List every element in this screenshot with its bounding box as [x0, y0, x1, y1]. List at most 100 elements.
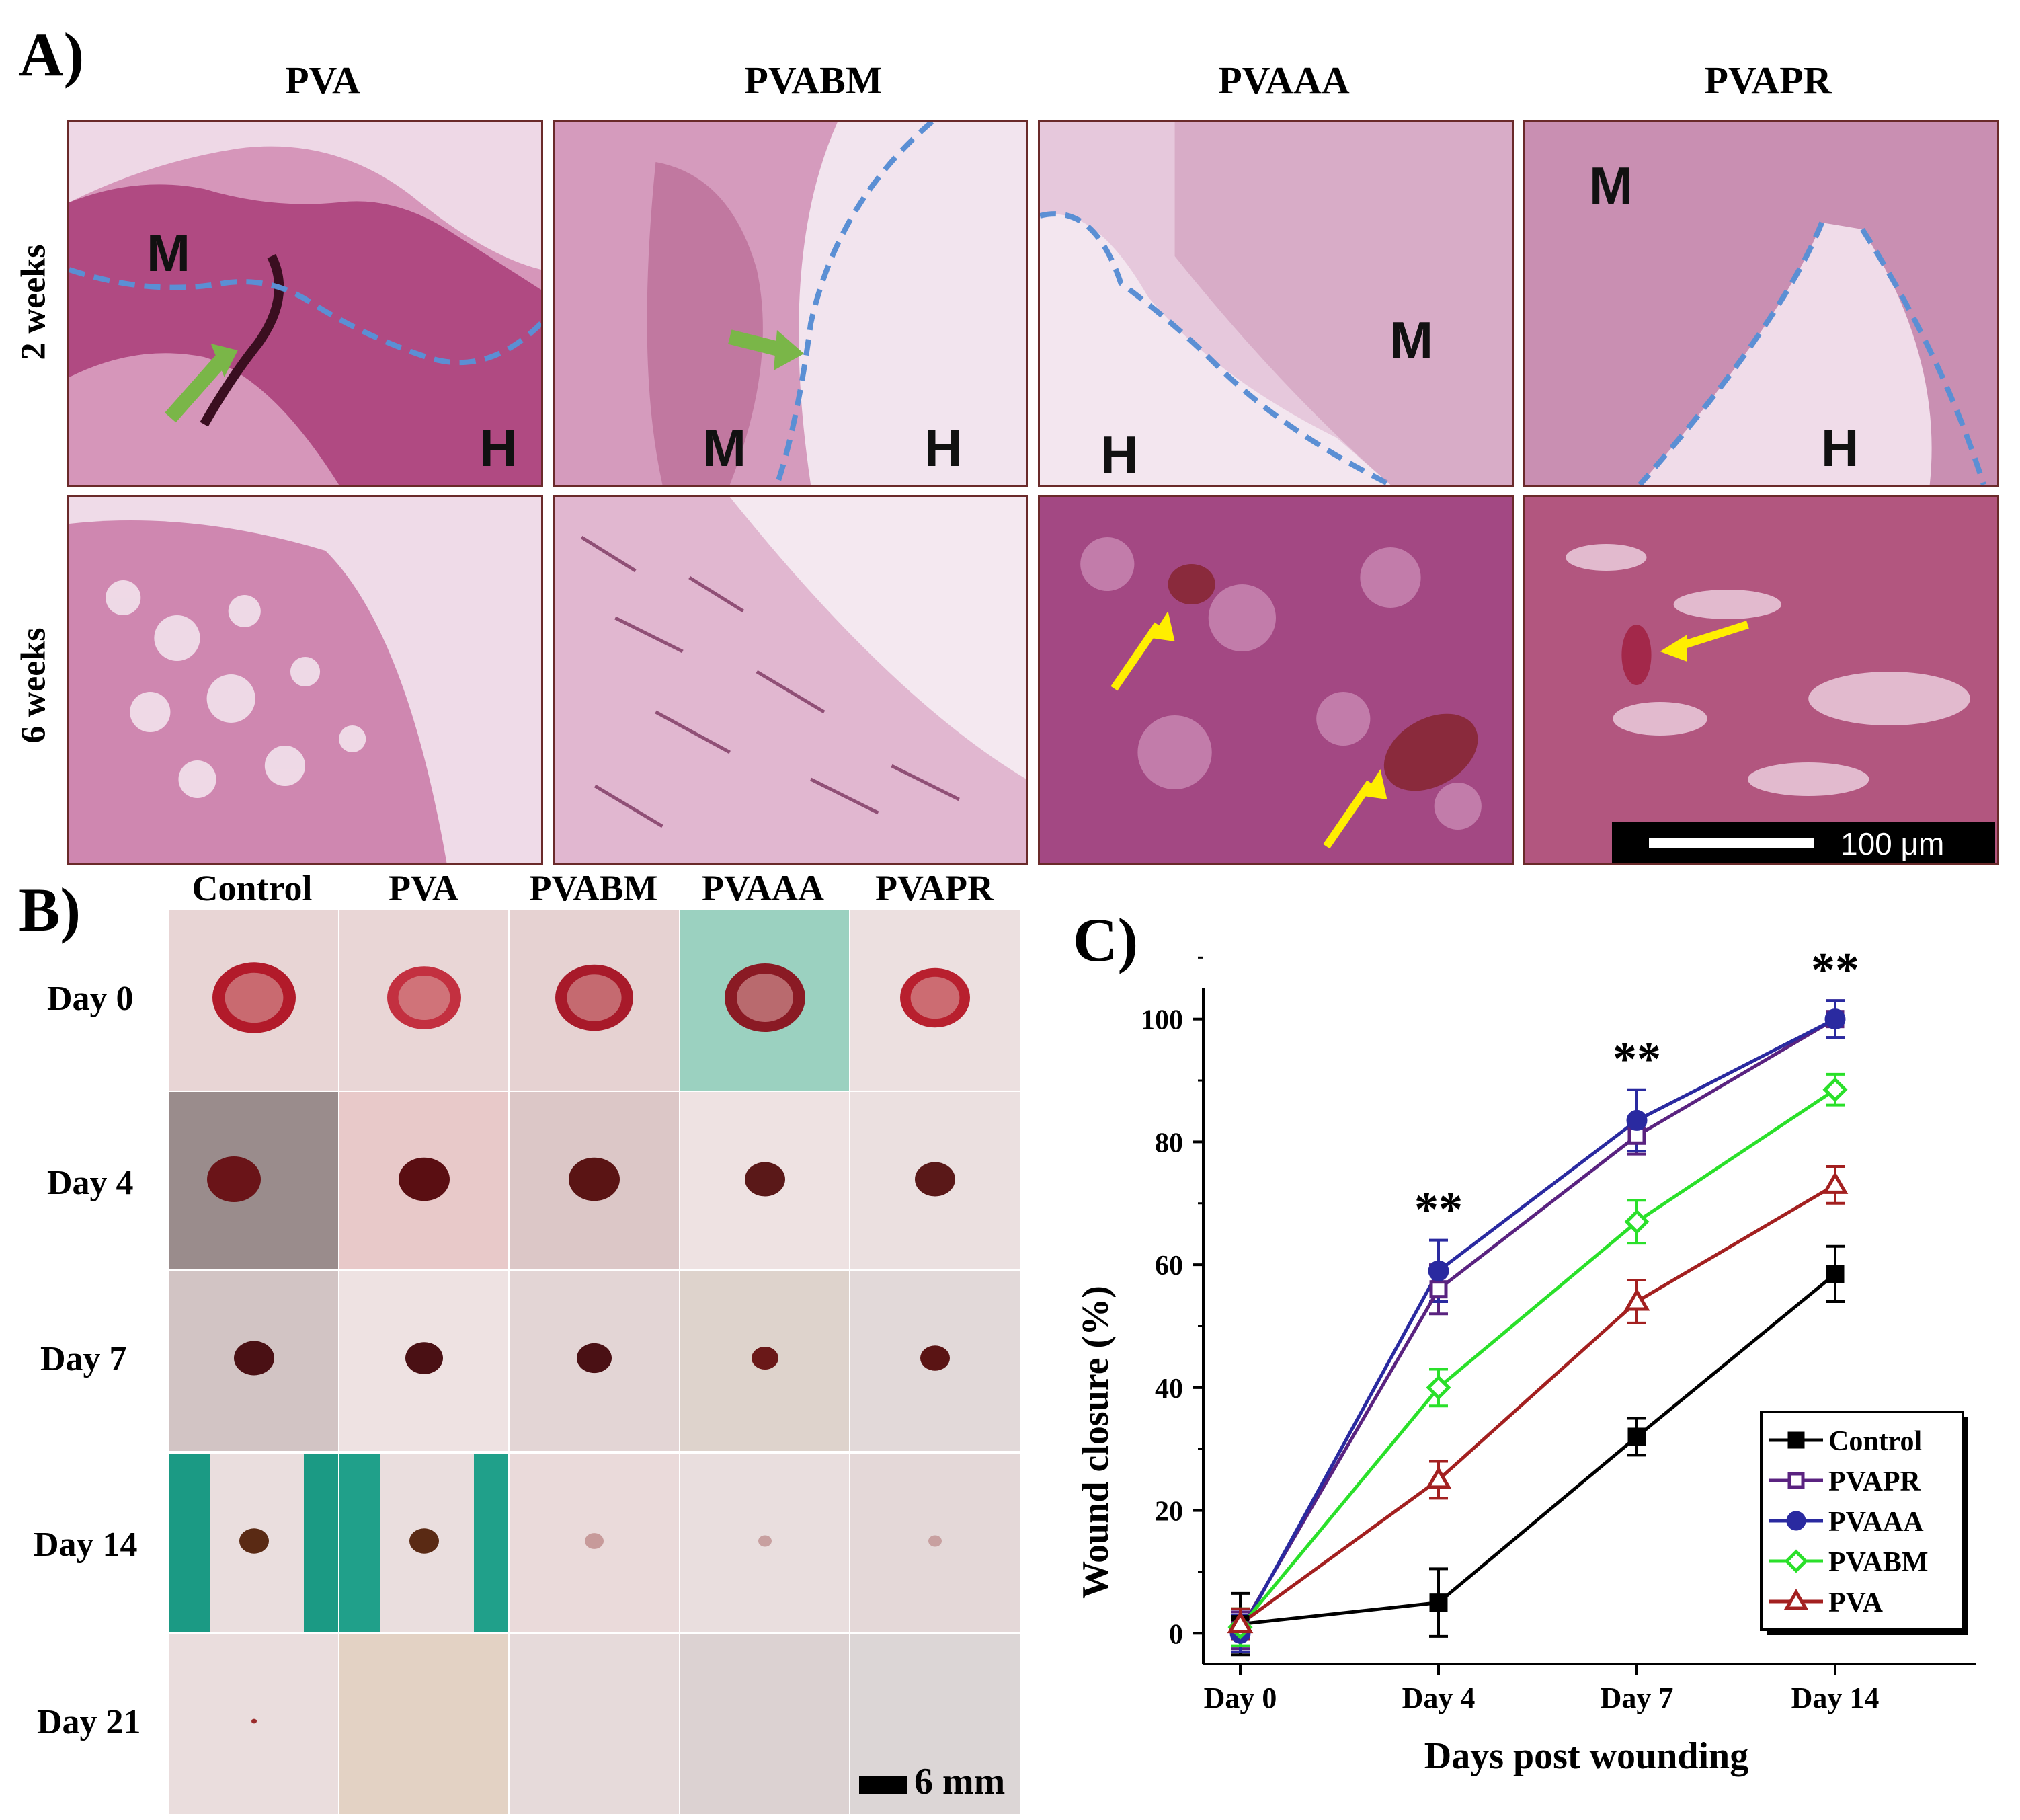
panel-b-col-pvapr: PVAPR	[875, 868, 994, 908]
histology-pvapr-6weeks	[1523, 495, 1999, 865]
panel-b-col-control: Control	[192, 868, 313, 908]
panel-b-row-day21: Day 21	[37, 1703, 141, 1741]
wound-photo	[849, 1269, 1021, 1452]
histology-pvaaa-6weeks	[1038, 495, 1514, 865]
wound-photo	[679, 1269, 851, 1452]
panel-b-label: B)	[19, 875, 81, 944]
series-line-pvapr	[1238, 1017, 1836, 1632]
panel-b-col-pvaaa: PVAAA	[701, 868, 824, 908]
data-point	[1627, 1427, 1646, 1446]
legend-label: Control	[1828, 1426, 1922, 1457]
panel-b-col-pvabm: PVABM	[529, 868, 658, 908]
wound-photo	[849, 1452, 1021, 1635]
wound-photo	[849, 1091, 1021, 1273]
data-point	[1227, 1610, 1254, 1634]
panel-a-label: A)	[19, 20, 85, 89]
marker-h: H	[924, 418, 963, 477]
chart-y-axis-label: Wound closure (%)	[1075, 1285, 1117, 1599]
histology-pva-2weeks: M H	[67, 120, 543, 487]
data-point	[1824, 1008, 1846, 1030]
marker-h: H	[1821, 418, 1859, 477]
marker-m: M	[702, 418, 746, 477]
data-point	[1426, 1375, 1451, 1400]
histology-pvapr-2weeks: M H	[1523, 120, 1999, 487]
data-point	[1822, 1077, 1848, 1103]
wound-photo	[508, 1091, 680, 1273]
y-tick-label: 40	[1155, 1374, 1183, 1404]
wound-photo	[679, 1452, 851, 1635]
panel-b-col-pva: PVA	[388, 868, 459, 908]
series-line-pvaaa	[1238, 1017, 1836, 1634]
chart-x-axis-label: Days post wounding	[1424, 1735, 1748, 1777]
panel-b-row-day0: Day 0	[47, 980, 134, 1018]
histology-pvaaa-2weeks: M H	[1038, 120, 1514, 487]
wound-photo	[338, 1269, 510, 1452]
legend-label: PVABM	[1828, 1547, 1929, 1578]
x-tick-label: Day 7	[1601, 1681, 1674, 1714]
data-point	[1624, 1209, 1650, 1234]
panel-a-row-6weeks: 6 weeks	[14, 627, 53, 744]
y-tick-label: 0	[1169, 1619, 1183, 1650]
y-tick-label: 20	[1155, 1497, 1183, 1528]
wound-photo	[168, 1269, 340, 1452]
legend-label: PVAPR	[1828, 1466, 1921, 1497]
wound-photo	[508, 909, 680, 1092]
histology-pvabm-2weeks: M H	[553, 120, 1028, 487]
x-tick-label: Day 0	[1204, 1681, 1277, 1714]
data-point	[1822, 1171, 1849, 1194]
data-point	[1787, 1431, 1805, 1449]
wound-photo	[168, 1632, 340, 1815]
data-point	[1784, 1549, 1808, 1573]
data-point	[1786, 1511, 1806, 1531]
legend-label: PVAAA	[1828, 1507, 1924, 1538]
data-point	[1787, 1472, 1805, 1489]
scale-bar-100um: 100 μm	[1612, 822, 1995, 863]
panel-b-row-day14: Day 14	[34, 1526, 138, 1564]
wound-photo	[849, 909, 1021, 1092]
wound-photo	[338, 1091, 510, 1273]
panel-a-col-pva: PVA	[285, 58, 360, 102]
scale-bar-line	[1649, 838, 1814, 848]
panel-a-col-pvapr: PVAPR	[1704, 58, 1832, 102]
scale-bar-6mm-label: 6 mm	[914, 1761, 1006, 1803]
significance-mark: **	[1613, 1032, 1661, 1086]
data-point	[1428, 1260, 1449, 1281]
series-line-pva	[1239, 1183, 1836, 1626]
marker-m: M	[1389, 311, 1433, 370]
panel-a-col-pvabm: PVABM	[744, 58, 883, 102]
data-point	[1626, 1109, 1648, 1131]
y-tick-label: 80	[1155, 1127, 1183, 1158]
scale-bar-label: 100 μm	[1841, 826, 1945, 861]
panel-a-row-2weeks: 2 weeks	[14, 244, 53, 360]
marker-h: H	[479, 418, 518, 477]
histology-pvabm-6weeks	[553, 495, 1028, 865]
wound-photo	[508, 1269, 680, 1452]
data-point	[1783, 1589, 1809, 1610]
scale-bar-6mm	[859, 1776, 907, 1794]
wound-photo	[338, 1452, 510, 1635]
wound-photo	[679, 1091, 851, 1273]
panel-b-row-day7: Day 7	[40, 1340, 127, 1378]
wound-photo	[679, 909, 851, 1092]
series-line-control	[1240, 1272, 1836, 1626]
data-point	[1429, 1593, 1448, 1612]
wound-photo	[508, 1632, 680, 1815]
legend-label: PVA	[1828, 1587, 1884, 1618]
y-tick-label: 100	[1141, 1005, 1183, 1036]
wound-photo	[168, 909, 340, 1092]
data-point	[1425, 1466, 1452, 1489]
marker-m: M	[147, 223, 190, 282]
wound-photo	[679, 1632, 851, 1815]
x-tick-label: Day 14	[1791, 1681, 1880, 1714]
wound-photo	[508, 1452, 680, 1635]
histology-pva-6weeks	[67, 495, 543, 865]
data-point	[1623, 1288, 1650, 1311]
marker-h: H	[1100, 425, 1139, 484]
data-point	[1826, 1265, 1845, 1283]
significance-mark: **	[1414, 1183, 1463, 1236]
wound-photo	[168, 1091, 340, 1273]
panel-a-col-pvaaa: PVAAA	[1218, 58, 1350, 102]
marker-m: M	[1589, 156, 1633, 215]
series-line-pvabm	[1239, 1088, 1836, 1628]
